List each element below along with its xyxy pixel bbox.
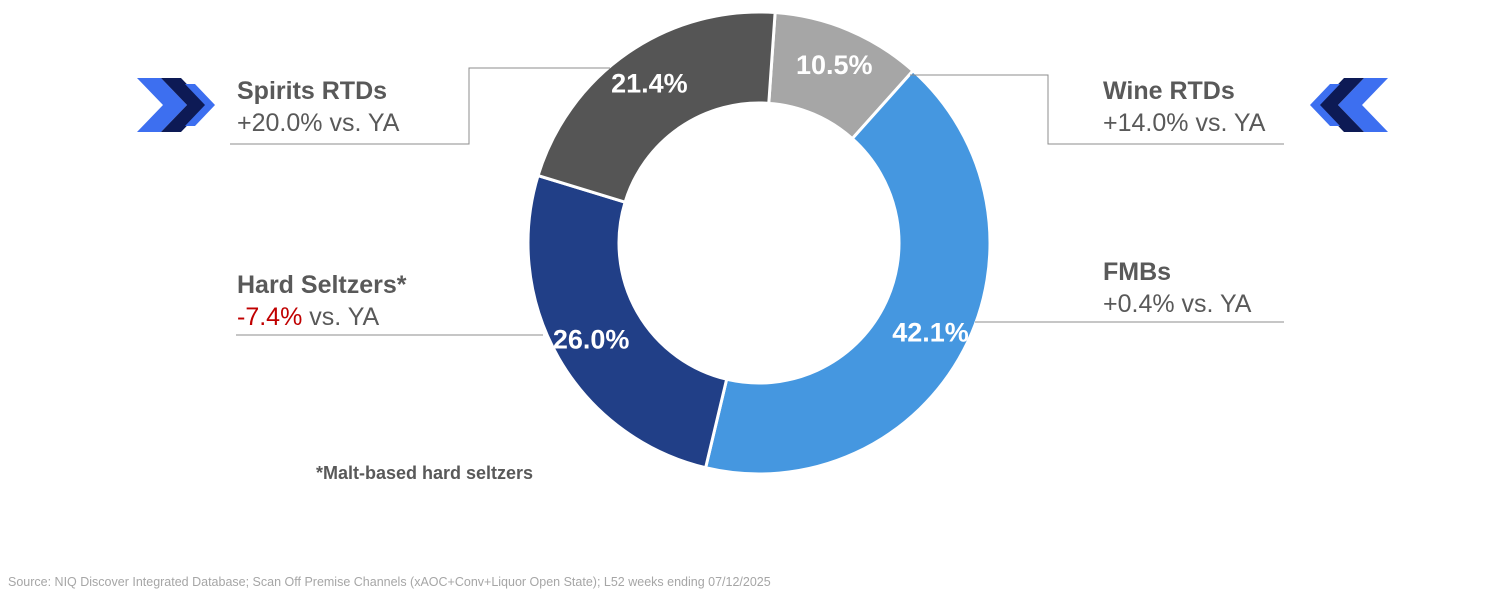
category-name: FMBs	[1103, 258, 1172, 286]
label-fmbs: FMBs +0.4% vs. YA	[1103, 256, 1251, 320]
source-note: Source: NIQ Discover Integrated Database…	[8, 575, 771, 589]
growth-suffix: vs. YA	[322, 109, 400, 137]
growth-text: +14.0% vs. YA	[1103, 107, 1265, 139]
growth-value: -7.4%	[237, 303, 303, 331]
leader-line-wine-rtds	[910, 74, 1284, 145]
growth-text: +20.0% vs. YA	[237, 107, 399, 139]
fast-forward-arrows-icon	[137, 78, 215, 132]
growth-value: +14.0%	[1103, 109, 1189, 137]
slice-hard-seltzers	[526, 173, 729, 470]
slice-value-label: 42.1%	[892, 318, 969, 348]
slice-value-label: 10.5%	[796, 50, 873, 80]
slice-spirits-rtds	[536, 10, 777, 205]
slice-value-label: 26.0%	[553, 324, 630, 354]
footnote: *Malt-based hard seltzers	[316, 463, 534, 483]
rewind-arrows-icon	[1310, 78, 1388, 132]
category-name: Spirits RTDs	[237, 77, 388, 105]
label-wine-rtds: Wine RTDs +14.0% vs. YA	[1103, 75, 1265, 139]
category-name: Hard Seltzers*	[237, 271, 407, 299]
slice-value-label: 21.4%	[611, 69, 688, 99]
growth-suffix: vs. YA	[1188, 109, 1266, 137]
category-name: Wine RTDs	[1103, 77, 1235, 105]
label-hard-seltzers: Hard Seltzers* -7.4% vs. YA	[237, 269, 407, 333]
growth-suffix: vs. YA	[302, 303, 380, 331]
growth-value: +0.4%	[1103, 290, 1175, 318]
growth-value: +20.0%	[237, 109, 323, 137]
growth-text: -7.4% vs. YA	[237, 301, 407, 333]
growth-suffix: vs. YA	[1174, 290, 1252, 318]
slice-fmbs	[703, 68, 992, 476]
label-spirits-rtds: Spirits RTDs +20.0% vs. YA	[237, 75, 399, 139]
leader-line-spirits-rtds	[230, 67, 610, 145]
growth-text: +0.4% vs. YA	[1103, 288, 1251, 320]
